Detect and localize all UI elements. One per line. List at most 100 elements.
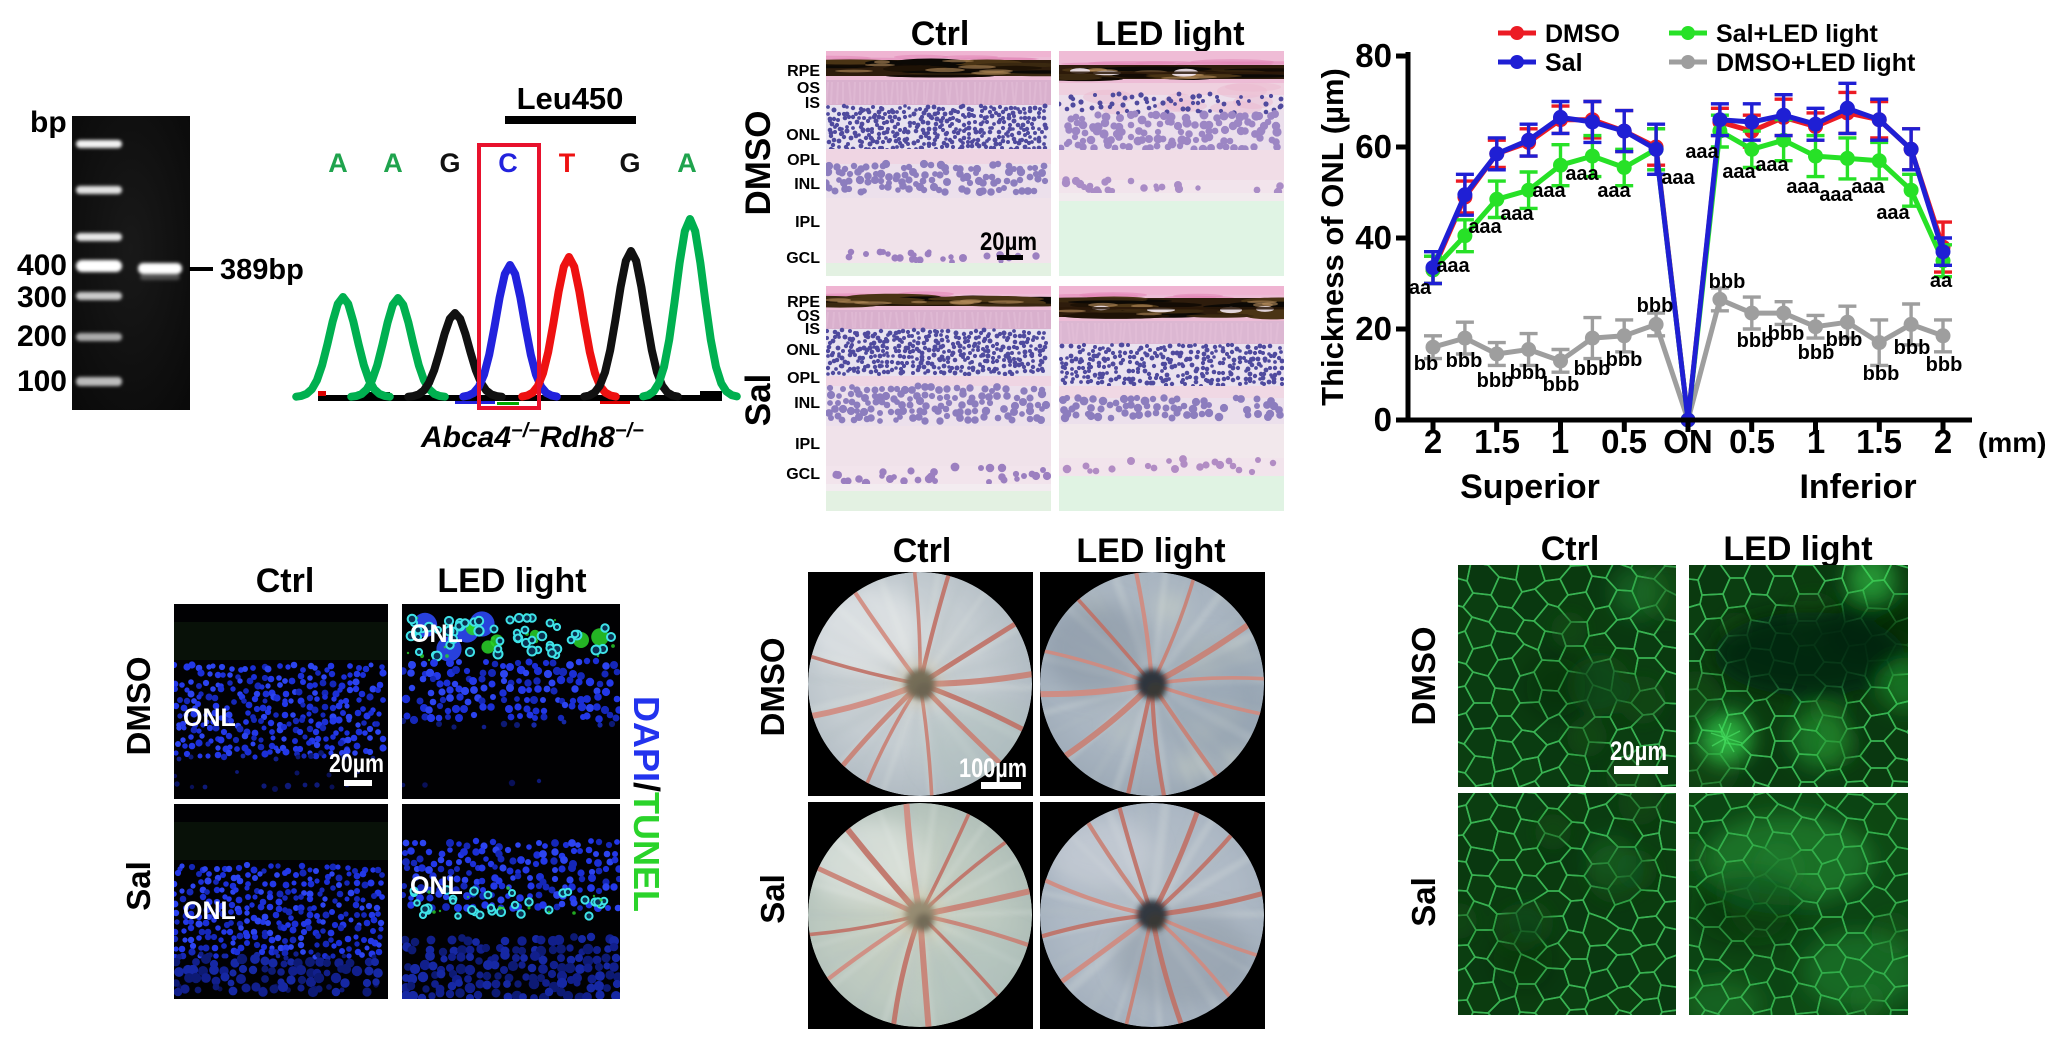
svg-text:aaa: aaa	[1685, 141, 1719, 163]
svg-text:200: 200	[17, 320, 67, 353]
svg-text:40: 40	[1355, 219, 1392, 256]
svg-text:RPE: RPE	[787, 294, 820, 311]
svg-text:LED light: LED light	[1095, 15, 1244, 53]
svg-text:60: 60	[1355, 128, 1392, 165]
svg-text:80: 80	[1355, 37, 1392, 74]
svg-text:aaa: aaa	[1786, 176, 1820, 198]
svg-text:ONL: ONL	[786, 127, 820, 144]
svg-text:IPL: IPL	[795, 214, 820, 231]
svg-text:DMSO: DMSO	[1545, 20, 1620, 48]
svg-text:DAPI/TUNEL: DAPI/TUNEL	[626, 696, 667, 912]
svg-text:Ctrl: Ctrl	[893, 532, 952, 570]
svg-text:aaa: aaa	[1722, 161, 1756, 183]
svg-text:DMSO: DMSO	[120, 657, 157, 756]
svg-text:bbb: bbb	[1543, 374, 1580, 396]
svg-text:ONL: ONL	[183, 704, 236, 732]
svg-text:IS: IS	[805, 321, 820, 338]
svg-text:bbb: bbb	[1863, 363, 1900, 385]
svg-text:Sal: Sal	[120, 861, 157, 911]
svg-text:LED light: LED light	[1076, 532, 1225, 570]
svg-text:Ctrl: Ctrl	[1541, 530, 1600, 568]
svg-text:Inferior: Inferior	[1799, 468, 1916, 506]
svg-text:20: 20	[1355, 310, 1392, 347]
svg-text:INL: INL	[794, 176, 820, 193]
svg-text:Leu450: Leu450	[517, 81, 624, 116]
svg-text:Ctrl: Ctrl	[911, 15, 970, 53]
svg-text:aa: aa	[1930, 270, 1953, 292]
svg-text:G: G	[439, 148, 460, 178]
svg-text:389bp: 389bp	[220, 254, 304, 286]
svg-text:bbb: bbb	[1477, 370, 1514, 392]
svg-text:Sal: Sal	[754, 874, 791, 924]
svg-text:A: A	[383, 148, 403, 178]
svg-text:bbb: bbb	[1574, 358, 1611, 380]
svg-text:20µm: 20µm	[1610, 736, 1667, 766]
svg-text:aaa: aaa	[1819, 184, 1853, 206]
svg-text:ONL: ONL	[410, 620, 463, 648]
svg-text:DMSO: DMSO	[1405, 627, 1442, 726]
svg-text:bbb: bbb	[1510, 362, 1547, 384]
svg-text:2: 2	[1424, 423, 1442, 460]
svg-text:0.5: 0.5	[1601, 423, 1647, 460]
svg-text:Ctrl: Ctrl	[256, 562, 315, 600]
svg-text:A: A	[328, 148, 348, 178]
svg-text:aaa: aaa	[1500, 203, 1534, 225]
svg-text:bbb: bbb	[1606, 349, 1643, 371]
svg-text:DMSO: DMSO	[739, 111, 778, 216]
svg-text:ONL: ONL	[410, 872, 463, 900]
svg-text:Sal: Sal	[1545, 49, 1583, 77]
svg-text:Sal: Sal	[739, 374, 778, 427]
svg-text:IS: IS	[805, 95, 820, 112]
svg-text:bbb: bbb	[1894, 337, 1931, 359]
svg-text:bp: bp	[30, 106, 67, 139]
svg-text:aaa: aaa	[1755, 154, 1789, 176]
svg-text:bbb: bbb	[1798, 342, 1835, 364]
svg-text:Sal: Sal	[1405, 877, 1442, 927]
svg-text:T: T	[559, 148, 576, 178]
svg-text:bbb: bbb	[1826, 329, 1863, 351]
svg-text:100: 100	[17, 365, 67, 398]
svg-text:OPL: OPL	[787, 370, 820, 387]
svg-text:G: G	[619, 148, 640, 178]
svg-text:DMSO+LED light: DMSO+LED light	[1716, 49, 1916, 77]
svg-text:INL: INL	[794, 395, 820, 412]
svg-text:1: 1	[1551, 423, 1569, 460]
svg-text:Thickness of ONL (µm): Thickness of ONL (µm)	[1315, 68, 1350, 406]
svg-text:20µm: 20µm	[329, 748, 384, 778]
svg-text:bbb: bbb	[1926, 354, 1963, 376]
svg-text:OS: OS	[797, 308, 820, 325]
svg-text:OPL: OPL	[787, 152, 820, 169]
svg-text:(mm): (mm)	[1978, 427, 2046, 458]
svg-text:aaa: aaa	[1565, 163, 1599, 185]
svg-text:1.5: 1.5	[1856, 423, 1902, 460]
svg-text:ONL: ONL	[786, 342, 820, 359]
svg-text:bbb: bbb	[1637, 295, 1674, 317]
svg-text:20µm: 20µm	[980, 228, 1037, 256]
svg-text:bbb: bbb	[1446, 350, 1483, 372]
svg-text:bbb: bbb	[1709, 271, 1746, 293]
svg-text:GCL: GCL	[786, 466, 820, 483]
svg-text:LED light: LED light	[1723, 530, 1872, 568]
svg-text:IPL: IPL	[795, 436, 820, 453]
svg-text:aaa: aaa	[1468, 216, 1502, 238]
svg-text:aaa: aaa	[1436, 255, 1470, 277]
svg-text:ON: ON	[1663, 423, 1713, 460]
svg-text:1.5: 1.5	[1474, 423, 1520, 460]
svg-text:100µm: 100µm	[959, 753, 1027, 783]
svg-text:0.5: 0.5	[1729, 423, 1775, 460]
svg-text:1: 1	[1807, 423, 1825, 460]
svg-text:RPE: RPE	[787, 63, 820, 80]
svg-text:LED light: LED light	[437, 562, 586, 600]
svg-text:OS: OS	[797, 80, 820, 97]
svg-text:aaa: aaa	[1597, 180, 1631, 202]
svg-text:A: A	[677, 148, 697, 178]
svg-text:bbb: bbb	[1737, 330, 1774, 352]
svg-text:aaa: aaa	[1661, 167, 1695, 189]
svg-text:aaa: aaa	[1532, 180, 1566, 202]
svg-text:aaa: aaa	[1851, 176, 1885, 198]
svg-text:300: 300	[17, 281, 67, 314]
svg-text:aaa: aaa	[1876, 202, 1910, 224]
svg-text:GCL: GCL	[786, 250, 820, 267]
svg-text:Sal+LED light: Sal+LED light	[1716, 20, 1879, 48]
svg-text:C: C	[498, 148, 518, 178]
